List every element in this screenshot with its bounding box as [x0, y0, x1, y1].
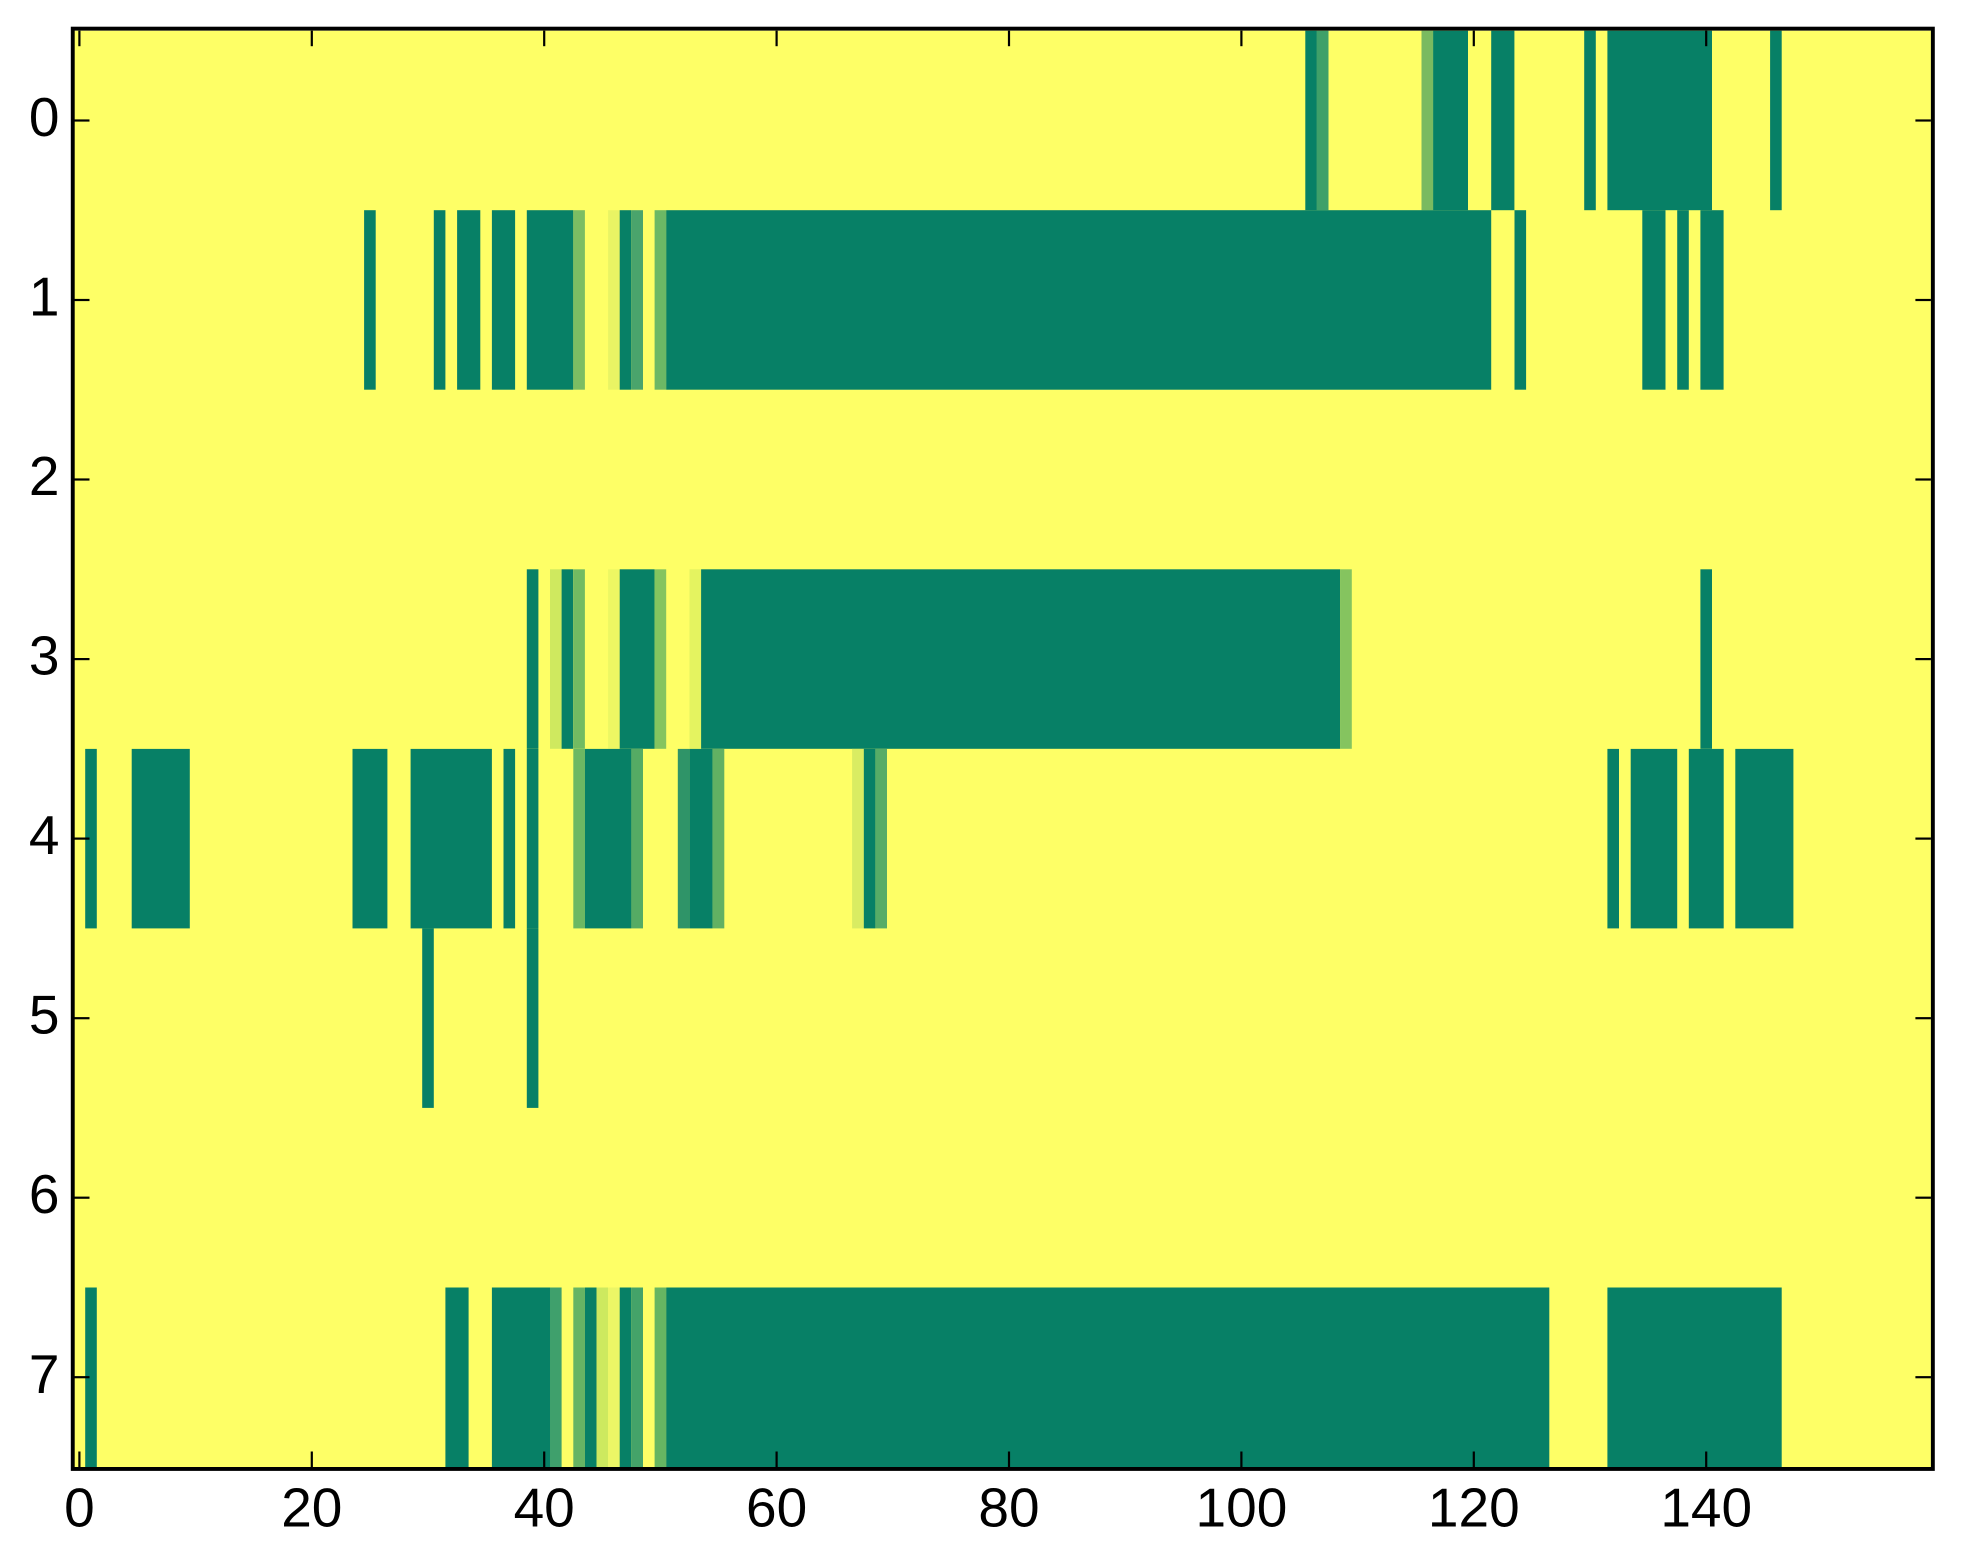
- svg-text:60: 60: [746, 1477, 807, 1539]
- svg-text:4: 4: [29, 804, 60, 866]
- svg-text:6: 6: [29, 1163, 60, 1225]
- svg-text:80: 80: [978, 1477, 1039, 1539]
- svg-text:2: 2: [29, 445, 60, 507]
- svg-text:20: 20: [281, 1477, 342, 1539]
- svg-text:40: 40: [514, 1477, 575, 1539]
- svg-text:5: 5: [29, 984, 60, 1046]
- svg-text:140: 140: [1660, 1477, 1752, 1539]
- svg-text:7: 7: [29, 1343, 60, 1405]
- svg-text:0: 0: [64, 1477, 95, 1539]
- svg-text:0: 0: [29, 86, 60, 148]
- svg-text:3: 3: [29, 625, 60, 687]
- svg-text:100: 100: [1196, 1477, 1288, 1539]
- svg-text:1: 1: [29, 266, 60, 328]
- svg-text:120: 120: [1428, 1477, 1520, 1539]
